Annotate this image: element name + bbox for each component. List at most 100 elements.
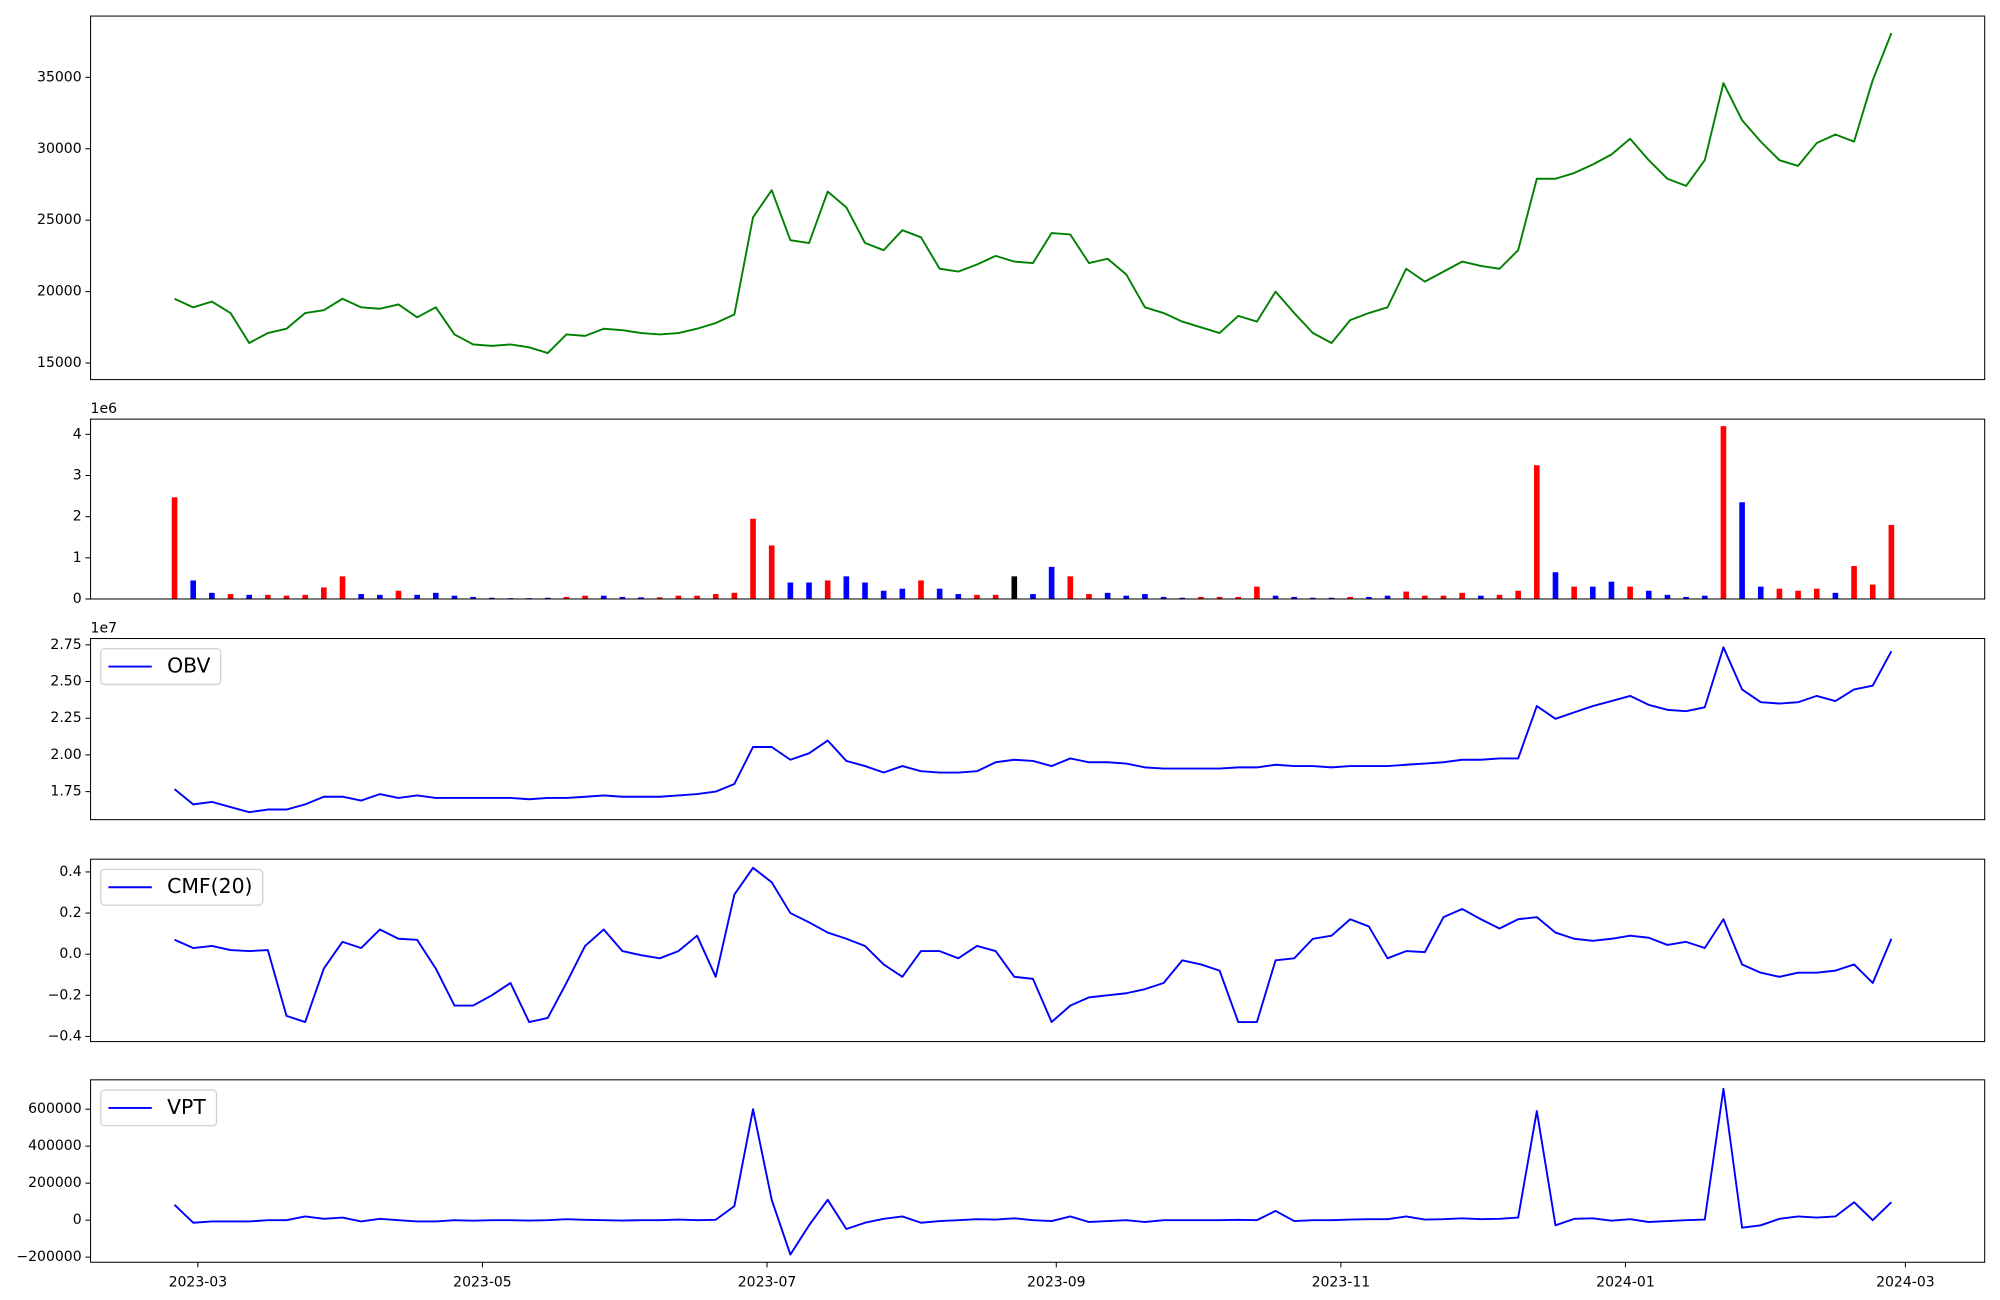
- bar: [1869, 584, 1876, 599]
- bar: [1608, 581, 1615, 599]
- bar: [1496, 594, 1503, 599]
- bar: [414, 594, 420, 599]
- bar: [1757, 586, 1764, 599]
- bar: [339, 576, 346, 599]
- legend-label: OBV: [167, 654, 210, 678]
- bar: [1123, 595, 1130, 599]
- bar: [600, 595, 607, 599]
- bar: [302, 594, 308, 599]
- bar: [936, 588, 943, 599]
- bar: [470, 596, 476, 599]
- y-tick-label: 2.00: [50, 747, 81, 763]
- bar: [1832, 592, 1839, 599]
- y-tick-label: 1: [73, 550, 82, 566]
- bar: [619, 596, 626, 599]
- bar: [1459, 592, 1465, 599]
- bar: [544, 597, 551, 599]
- x-tick-label: 2023-03: [169, 1275, 228, 1291]
- axis-offset-label: 1e7: [91, 620, 117, 636]
- bar: [1701, 595, 1708, 599]
- bar: [1272, 595, 1279, 599]
- bar: [1179, 597, 1186, 599]
- bar: [1422, 595, 1428, 599]
- bar: [1310, 597, 1316, 599]
- x-tick-label: 2023-05: [453, 1275, 512, 1291]
- bar: [1067, 576, 1074, 599]
- y-tick-label: 200000: [28, 1175, 82, 1191]
- y-tick-label: −0.4: [48, 1028, 82, 1044]
- y-tick-label: 0.4: [59, 864, 81, 880]
- bar: [283, 595, 290, 599]
- line-series: [174, 32, 1893, 354]
- y-tick-label: 2.50: [50, 674, 81, 690]
- bar: [824, 580, 831, 599]
- bar: [1683, 596, 1689, 599]
- bar: [1552, 572, 1559, 599]
- y-tick-label: 0: [73, 591, 82, 607]
- y-tick-label: 1.75: [50, 784, 81, 800]
- bar: [712, 594, 719, 599]
- bar: [787, 582, 794, 599]
- bar: [638, 597, 644, 599]
- bar: [1198, 596, 1204, 599]
- y-tick-label: 4: [73, 426, 82, 442]
- bar: [1645, 590, 1652, 599]
- bar: [1851, 566, 1857, 599]
- bar: [1589, 586, 1596, 599]
- y-tick-label: −0.2: [48, 987, 82, 1003]
- axes-frame: [90, 858, 1986, 1043]
- line-series: [173, 646, 1893, 814]
- y-tick-label: −200000: [16, 1249, 81, 1265]
- bar: [451, 595, 458, 599]
- bar: [227, 594, 234, 599]
- axis-offset-label: 1e6: [91, 401, 118, 417]
- bar: [992, 594, 999, 599]
- legend-label: VPT: [167, 1095, 206, 1119]
- y-tick-label: 2: [73, 509, 82, 525]
- bar: [1235, 596, 1242, 599]
- bar: [1664, 594, 1671, 599]
- bar: [1048, 566, 1055, 599]
- axes-frame: [90, 15, 1986, 381]
- bar: [432, 592, 439, 599]
- bar: [899, 588, 906, 599]
- bar: [488, 597, 495, 599]
- line-series: [174, 866, 1893, 1023]
- bar: [1291, 596, 1298, 599]
- bar: [1086, 594, 1092, 599]
- y-tick-label: 3: [73, 468, 82, 484]
- bar: [1328, 597, 1335, 599]
- bar: [1347, 596, 1354, 599]
- y-tick-label: 0: [73, 1212, 82, 1228]
- bar: [1478, 595, 1484, 599]
- bar: [1011, 576, 1018, 599]
- x-tick-label: 2023-11: [1312, 1275, 1371, 1291]
- bar: [190, 580, 197, 599]
- bar: [843, 576, 850, 599]
- bar: [582, 595, 588, 599]
- legend-box: [100, 1089, 218, 1127]
- bar: [918, 580, 924, 599]
- bar: [1403, 591, 1409, 599]
- legend-box: [100, 868, 264, 906]
- bar: [209, 592, 215, 599]
- y-tick-label: 0.2: [59, 905, 81, 921]
- y-tick-label: 0.0: [59, 946, 81, 962]
- x-tick-label: 2024-03: [1876, 1275, 1935, 1291]
- bar: [1515, 590, 1521, 599]
- bar: [675, 595, 682, 599]
- bar: [694, 595, 700, 599]
- bar: [750, 518, 756, 599]
- bar: [656, 597, 663, 599]
- x-tick-label: 2023-09: [1027, 1275, 1086, 1291]
- bar: [1627, 586, 1633, 599]
- bar: [377, 594, 383, 599]
- bar: [1571, 586, 1577, 599]
- bar: [974, 594, 980, 599]
- axes-frame: [90, 418, 1986, 600]
- y-tick-label: 30000: [37, 141, 82, 157]
- bar: [1440, 595, 1447, 599]
- y-tick-label: 20000: [37, 284, 82, 300]
